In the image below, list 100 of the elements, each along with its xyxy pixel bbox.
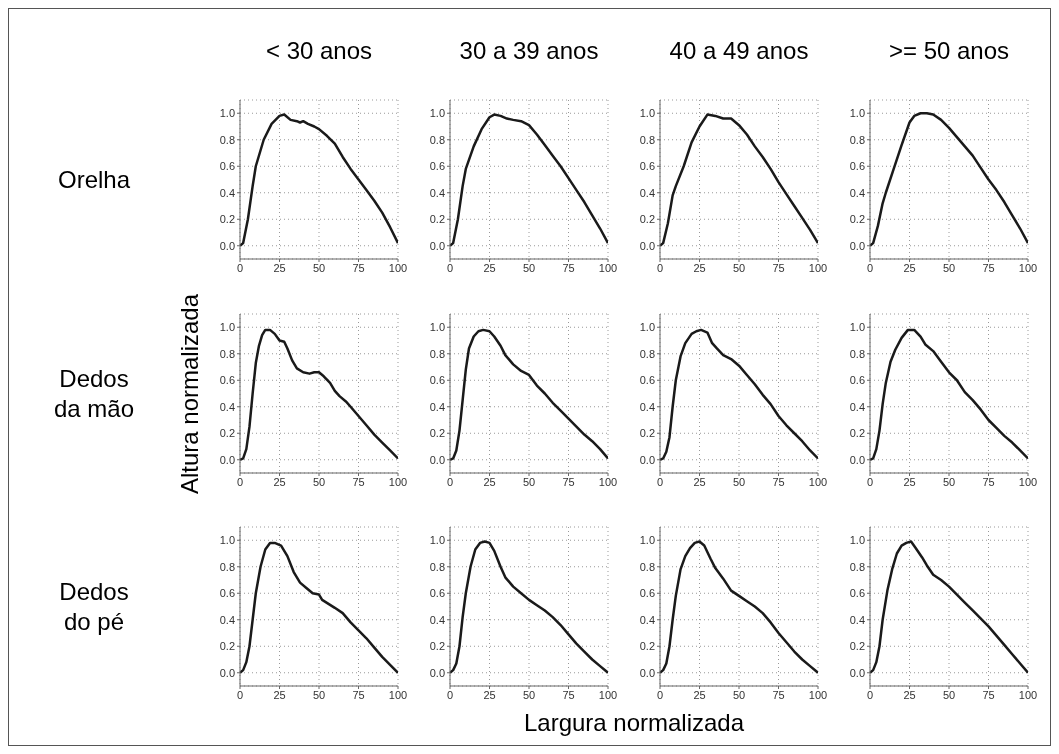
x-tick-label: 75 — [352, 475, 365, 488]
x-tick-label: 75 — [982, 688, 995, 701]
x-tick-label: 50 — [522, 688, 536, 701]
chart-title: 40 a 49 anos — [668, 37, 810, 65]
x-tick-label: 100 — [598, 688, 618, 701]
y-tick-label: 0.8 — [639, 560, 655, 573]
y-tick-label: 0.0 — [219, 453, 235, 466]
y-tick-label: 0.0 — [639, 453, 655, 466]
y-tick-label: 0.8 — [219, 560, 235, 573]
y-tick-label: 0.2 — [429, 427, 445, 440]
x-tick-label: 50 — [522, 261, 536, 274]
x-tick-label: 25 — [693, 261, 706, 274]
x-tick-label: 100 — [598, 261, 618, 274]
x-tick-label: 0 — [866, 688, 874, 701]
y-tick-label: 0.8 — [219, 347, 235, 360]
x-tick-label: 50 — [312, 261, 326, 274]
y-tick-label: 0.4 — [429, 186, 445, 199]
y-tick-label: 0.6 — [849, 374, 865, 387]
x-tick-label: 0 — [236, 261, 244, 274]
x-tick-label: 25 — [903, 475, 916, 488]
y-tick-label: 0.0 — [639, 239, 655, 252]
y-tick-label: 0.8 — [849, 133, 865, 146]
x-tick-label: 50 — [312, 475, 326, 488]
line-series — [450, 540, 608, 674]
x-tick-label: 75 — [352, 261, 365, 274]
x-tick-label: 100 — [388, 261, 408, 274]
y-tick-label: 0.6 — [219, 587, 235, 600]
x-tick-label: 100 — [1018, 261, 1038, 274]
y-tick-label: 0.4 — [639, 613, 655, 626]
x-tick-label: 0 — [236, 475, 244, 488]
y-tick-label: 0.0 — [849, 239, 865, 252]
chart-title: < 30 anos — [264, 37, 374, 65]
x-tick-label: 75 — [562, 475, 575, 488]
y-tick-label: 0.4 — [429, 613, 445, 626]
line-series — [870, 540, 1028, 674]
chart-title: >= 50 anos — [887, 37, 1011, 65]
y-tick-label: 1.0 — [849, 321, 865, 334]
line-series — [240, 541, 398, 674]
line-series — [660, 540, 818, 674]
x-tick-label: 0 — [656, 261, 664, 274]
x-tick-label: 50 — [522, 475, 536, 488]
x-tick-label: 0 — [446, 688, 454, 701]
y-tick-label: 0.6 — [849, 587, 865, 600]
line-series — [240, 328, 398, 461]
y-tick-label: 0.0 — [219, 666, 235, 679]
x-tick-label: 50 — [942, 261, 956, 274]
x-tick-label: 0 — [866, 261, 874, 274]
y-tick-label: 0.2 — [849, 640, 865, 653]
y-tick-label: 1.0 — [219, 321, 235, 334]
y-tick-label: 0.4 — [429, 400, 445, 413]
y-tick-label: 1.0 — [849, 534, 865, 547]
x-tick-label: 25 — [273, 475, 286, 488]
y-tick-label: 0.2 — [849, 213, 865, 226]
y-tick-label: 0.0 — [429, 666, 445, 679]
y-tick-label: 0.4 — [219, 613, 235, 626]
line-series — [450, 328, 608, 461]
line-series — [240, 113, 398, 247]
y-tick-label: 0.2 — [219, 427, 235, 440]
y-tick-label: 0.8 — [429, 560, 445, 573]
y-tick-label: 0.8 — [849, 347, 865, 360]
line-series — [450, 113, 608, 247]
y-tick-label: 0.2 — [639, 640, 655, 653]
y-tick-label: 0.4 — [849, 186, 865, 199]
x-tick-label: 25 — [903, 261, 916, 274]
y-tick-label: 0.2 — [849, 427, 865, 440]
x-tick-label: 50 — [312, 688, 326, 701]
y-tick-label: 1.0 — [429, 107, 445, 120]
y-tick-label: 0.8 — [639, 347, 655, 360]
x-tick-label: 75 — [562, 261, 575, 274]
y-tick-label: 0.2 — [429, 213, 445, 226]
y-tick-label: 0.4 — [219, 186, 235, 199]
x-tick-label: 100 — [808, 475, 828, 488]
y-tick-label: 0.6 — [639, 587, 655, 600]
x-tick-label: 25 — [273, 688, 286, 701]
y-tick-label: 0.8 — [849, 560, 865, 573]
x-tick-label: 75 — [772, 475, 785, 488]
x-tick-label: 25 — [273, 261, 286, 274]
y-tick-label: 0.2 — [639, 427, 655, 440]
y-tick-label: 1.0 — [639, 107, 655, 120]
y-tick-label: 0.4 — [849, 400, 865, 413]
y-tick-label: 0.8 — [429, 133, 445, 146]
x-tick-label: 50 — [732, 261, 746, 274]
x-tick-label: 25 — [693, 475, 706, 488]
line-series — [660, 113, 818, 247]
x-tick-label: 50 — [942, 475, 956, 488]
y-tick-label: 0.6 — [429, 587, 445, 600]
x-tick-label: 100 — [808, 688, 828, 701]
y-tick-label: 0.2 — [219, 640, 235, 653]
y-tick-label: 0.0 — [849, 666, 865, 679]
y-tick-label: 0.2 — [219, 213, 235, 226]
y-tick-label: 0.2 — [639, 213, 655, 226]
y-tick-label: 0.0 — [639, 666, 655, 679]
y-tick-label: 0.0 — [429, 239, 445, 252]
y-tick-label: 1.0 — [639, 534, 655, 547]
y-tick-label: 0.6 — [429, 160, 445, 173]
chart-title: 30 a 39 anos — [458, 37, 600, 65]
y-tick-label: 0.4 — [219, 400, 235, 413]
y-tick-label: 0.4 — [639, 400, 655, 413]
y-tick-label: 1.0 — [639, 321, 655, 334]
x-tick-label: 100 — [388, 688, 408, 701]
